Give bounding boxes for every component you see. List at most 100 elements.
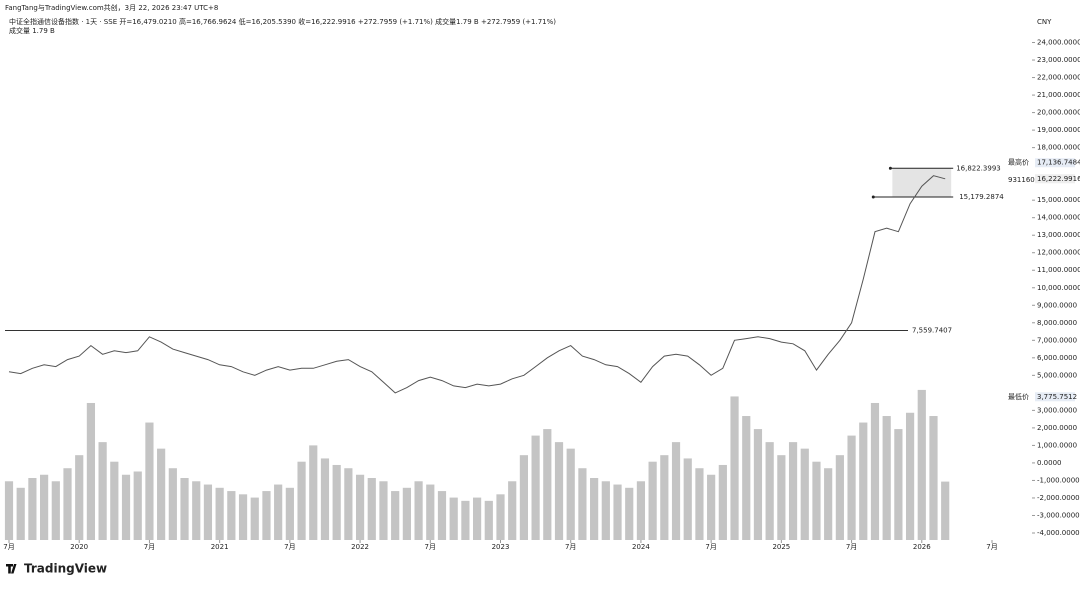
brand: TradingView bbox=[24, 562, 107, 576]
volume-bar bbox=[367, 478, 376, 540]
volume-bar bbox=[590, 478, 599, 540]
volume-bar bbox=[601, 481, 610, 540]
y-tick-label: 23,000.0000 bbox=[1037, 56, 1080, 64]
volume-bar bbox=[51, 481, 60, 540]
volume-bar bbox=[426, 484, 435, 540]
x-tick-label: 7月 bbox=[3, 543, 14, 551]
y-tick-label: 18,000.0000 bbox=[1037, 144, 1080, 152]
volume-bar bbox=[472, 497, 482, 540]
x-tick-label: 2024 bbox=[632, 543, 650, 551]
logo-mark bbox=[6, 564, 17, 574]
x-tick-label: 2025 bbox=[772, 543, 790, 551]
volume-bar bbox=[355, 474, 365, 540]
volume-bar bbox=[320, 458, 330, 540]
y-tick-label: 8,000.0000 bbox=[1037, 319, 1077, 327]
y-tick-label: 19,000.0000 bbox=[1037, 126, 1080, 134]
y-tick-label: -1,000.0000 bbox=[1037, 476, 1080, 484]
volume-bar bbox=[227, 491, 236, 540]
volume-bar bbox=[859, 422, 868, 540]
x-tick-label: 7月 bbox=[705, 543, 716, 551]
volume-bar bbox=[800, 448, 809, 540]
volume-bar bbox=[16, 487, 25, 540]
x-tick-label: 2023 bbox=[492, 543, 510, 551]
volume-bar bbox=[449, 497, 458, 540]
volume-bar bbox=[730, 396, 739, 540]
y-tick-label: 11,000.0000 bbox=[1037, 266, 1080, 274]
volume-bar bbox=[285, 487, 294, 540]
volume-bar bbox=[917, 389, 926, 540]
y-tick-label: 24,000.0000 bbox=[1037, 39, 1080, 47]
volume-bar bbox=[203, 484, 213, 540]
volume-bar bbox=[695, 468, 704, 540]
logo: TradingView bbox=[6, 562, 107, 576]
volume-bar bbox=[707, 474, 716, 540]
currency: CNY bbox=[1037, 18, 1052, 26]
volume-bar bbox=[75, 455, 84, 540]
x-tick-label: 7月 bbox=[284, 543, 295, 551]
volume-bar bbox=[835, 455, 844, 540]
volume-bar bbox=[847, 435, 856, 540]
x-tick-label: 2020 bbox=[70, 543, 88, 551]
y-tick-label: 14,000.0000 bbox=[1037, 214, 1080, 222]
volume-bar bbox=[543, 429, 552, 540]
volume-bar bbox=[98, 442, 107, 540]
marker-badge bbox=[1035, 158, 1075, 168]
volume-bar bbox=[262, 491, 271, 540]
x-tick-label: 2026 bbox=[913, 543, 931, 551]
marker-name: 最高价 bbox=[1008, 158, 1029, 167]
volume-bar bbox=[168, 468, 177, 540]
y-tick-label: 5,000.0000 bbox=[1037, 371, 1077, 379]
volume-bar bbox=[777, 455, 786, 540]
volume-bar bbox=[145, 422, 154, 540]
range-box bbox=[892, 168, 952, 198]
y-tick-label: 9,000.0000 bbox=[1037, 301, 1077, 309]
y-tick-label: 13,000.0000 bbox=[1037, 231, 1080, 239]
volume-bar bbox=[133, 471, 142, 540]
volume-legend: 成交量 1.79 B bbox=[9, 26, 55, 35]
volume-bar bbox=[496, 494, 505, 540]
volume-bar bbox=[929, 416, 938, 540]
volume-bar bbox=[824, 468, 833, 540]
marker-name: 最低价 bbox=[1008, 392, 1029, 401]
volume-bar bbox=[519, 455, 529, 540]
y-tick-label: 6,000.0000 bbox=[1037, 354, 1077, 362]
volume-bar bbox=[402, 487, 411, 540]
last-price-label: 16,222.9916 bbox=[1037, 175, 1080, 183]
y-tick-label: 2,000.0000 bbox=[1037, 424, 1077, 432]
volume-bar bbox=[379, 481, 388, 540]
volume-bar bbox=[63, 468, 72, 540]
y-tick-label: 12,000.0000 bbox=[1037, 249, 1080, 257]
volume-bar bbox=[660, 455, 669, 540]
volume-bar bbox=[753, 429, 763, 540]
volume-bar bbox=[508, 481, 517, 540]
marker-badge bbox=[1035, 392, 1075, 402]
price-line-label: 7,559.7407 bbox=[912, 327, 952, 335]
y-tick-label: -3,000.0000 bbox=[1037, 511, 1080, 519]
range-high-label: 16,822.3993 bbox=[956, 164, 1001, 172]
volume-bar bbox=[788, 442, 798, 540]
marker-label: 3,775.7512 bbox=[1037, 393, 1077, 401]
y-tick-label: 0.0000 bbox=[1037, 459, 1062, 467]
volume-bar bbox=[484, 500, 493, 540]
y-tick-label: 7,000.0000 bbox=[1037, 336, 1077, 344]
volume-bar bbox=[414, 481, 423, 540]
credit: FangTang与TradingView.com共创，3月 22, 2026 2… bbox=[5, 3, 218, 12]
legend: 中证全指通信设备指数 · 1天 · SSE 开=16,479.0210 高=16… bbox=[9, 17, 556, 26]
x-tick-label: 2022 bbox=[351, 543, 369, 551]
volume-bar bbox=[40, 474, 49, 540]
marker-label: 17,136.7484 bbox=[1037, 159, 1080, 167]
y-tick-label: 3,000.0000 bbox=[1037, 406, 1077, 414]
volume-bar bbox=[625, 487, 634, 540]
x-tick-label: 7月 bbox=[144, 543, 155, 551]
volume-bar bbox=[578, 468, 587, 540]
y-tick-label: 10,000.0000 bbox=[1037, 284, 1080, 292]
x-tick-label: 7月 bbox=[986, 543, 997, 551]
last-price-badge bbox=[1035, 174, 1075, 184]
volume-bar bbox=[192, 481, 201, 540]
x-tick-label: 7月 bbox=[425, 543, 436, 551]
volume-bar bbox=[905, 412, 915, 540]
price-line-series bbox=[8, 175, 946, 394]
y-tick-label: 21,000.0000 bbox=[1037, 91, 1080, 99]
